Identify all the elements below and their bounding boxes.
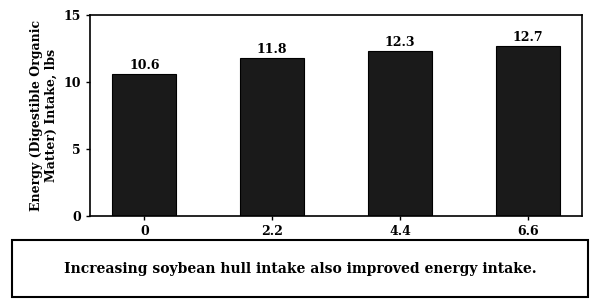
Text: 12.3: 12.3 (385, 36, 415, 49)
X-axis label: Supplemental Soybean Hulls, as-fed lbs/day: Supplemental Soybean Hulls, as-fed lbs/d… (182, 244, 490, 256)
Text: Increasing soybean hull intake also improved energy intake.: Increasing soybean hull intake also impr… (64, 262, 536, 275)
Bar (496, 46, 560, 216)
Bar (368, 51, 432, 216)
Text: 10.6: 10.6 (129, 59, 160, 72)
Bar (240, 58, 304, 216)
Text: 11.8: 11.8 (257, 43, 287, 56)
Text: 12.7: 12.7 (512, 31, 543, 44)
Y-axis label: Energy (Digestible Organic
Matter) Intake, lbs: Energy (Digestible Organic Matter) Intak… (30, 20, 58, 211)
FancyBboxPatch shape (12, 240, 588, 297)
Bar (112, 74, 176, 216)
